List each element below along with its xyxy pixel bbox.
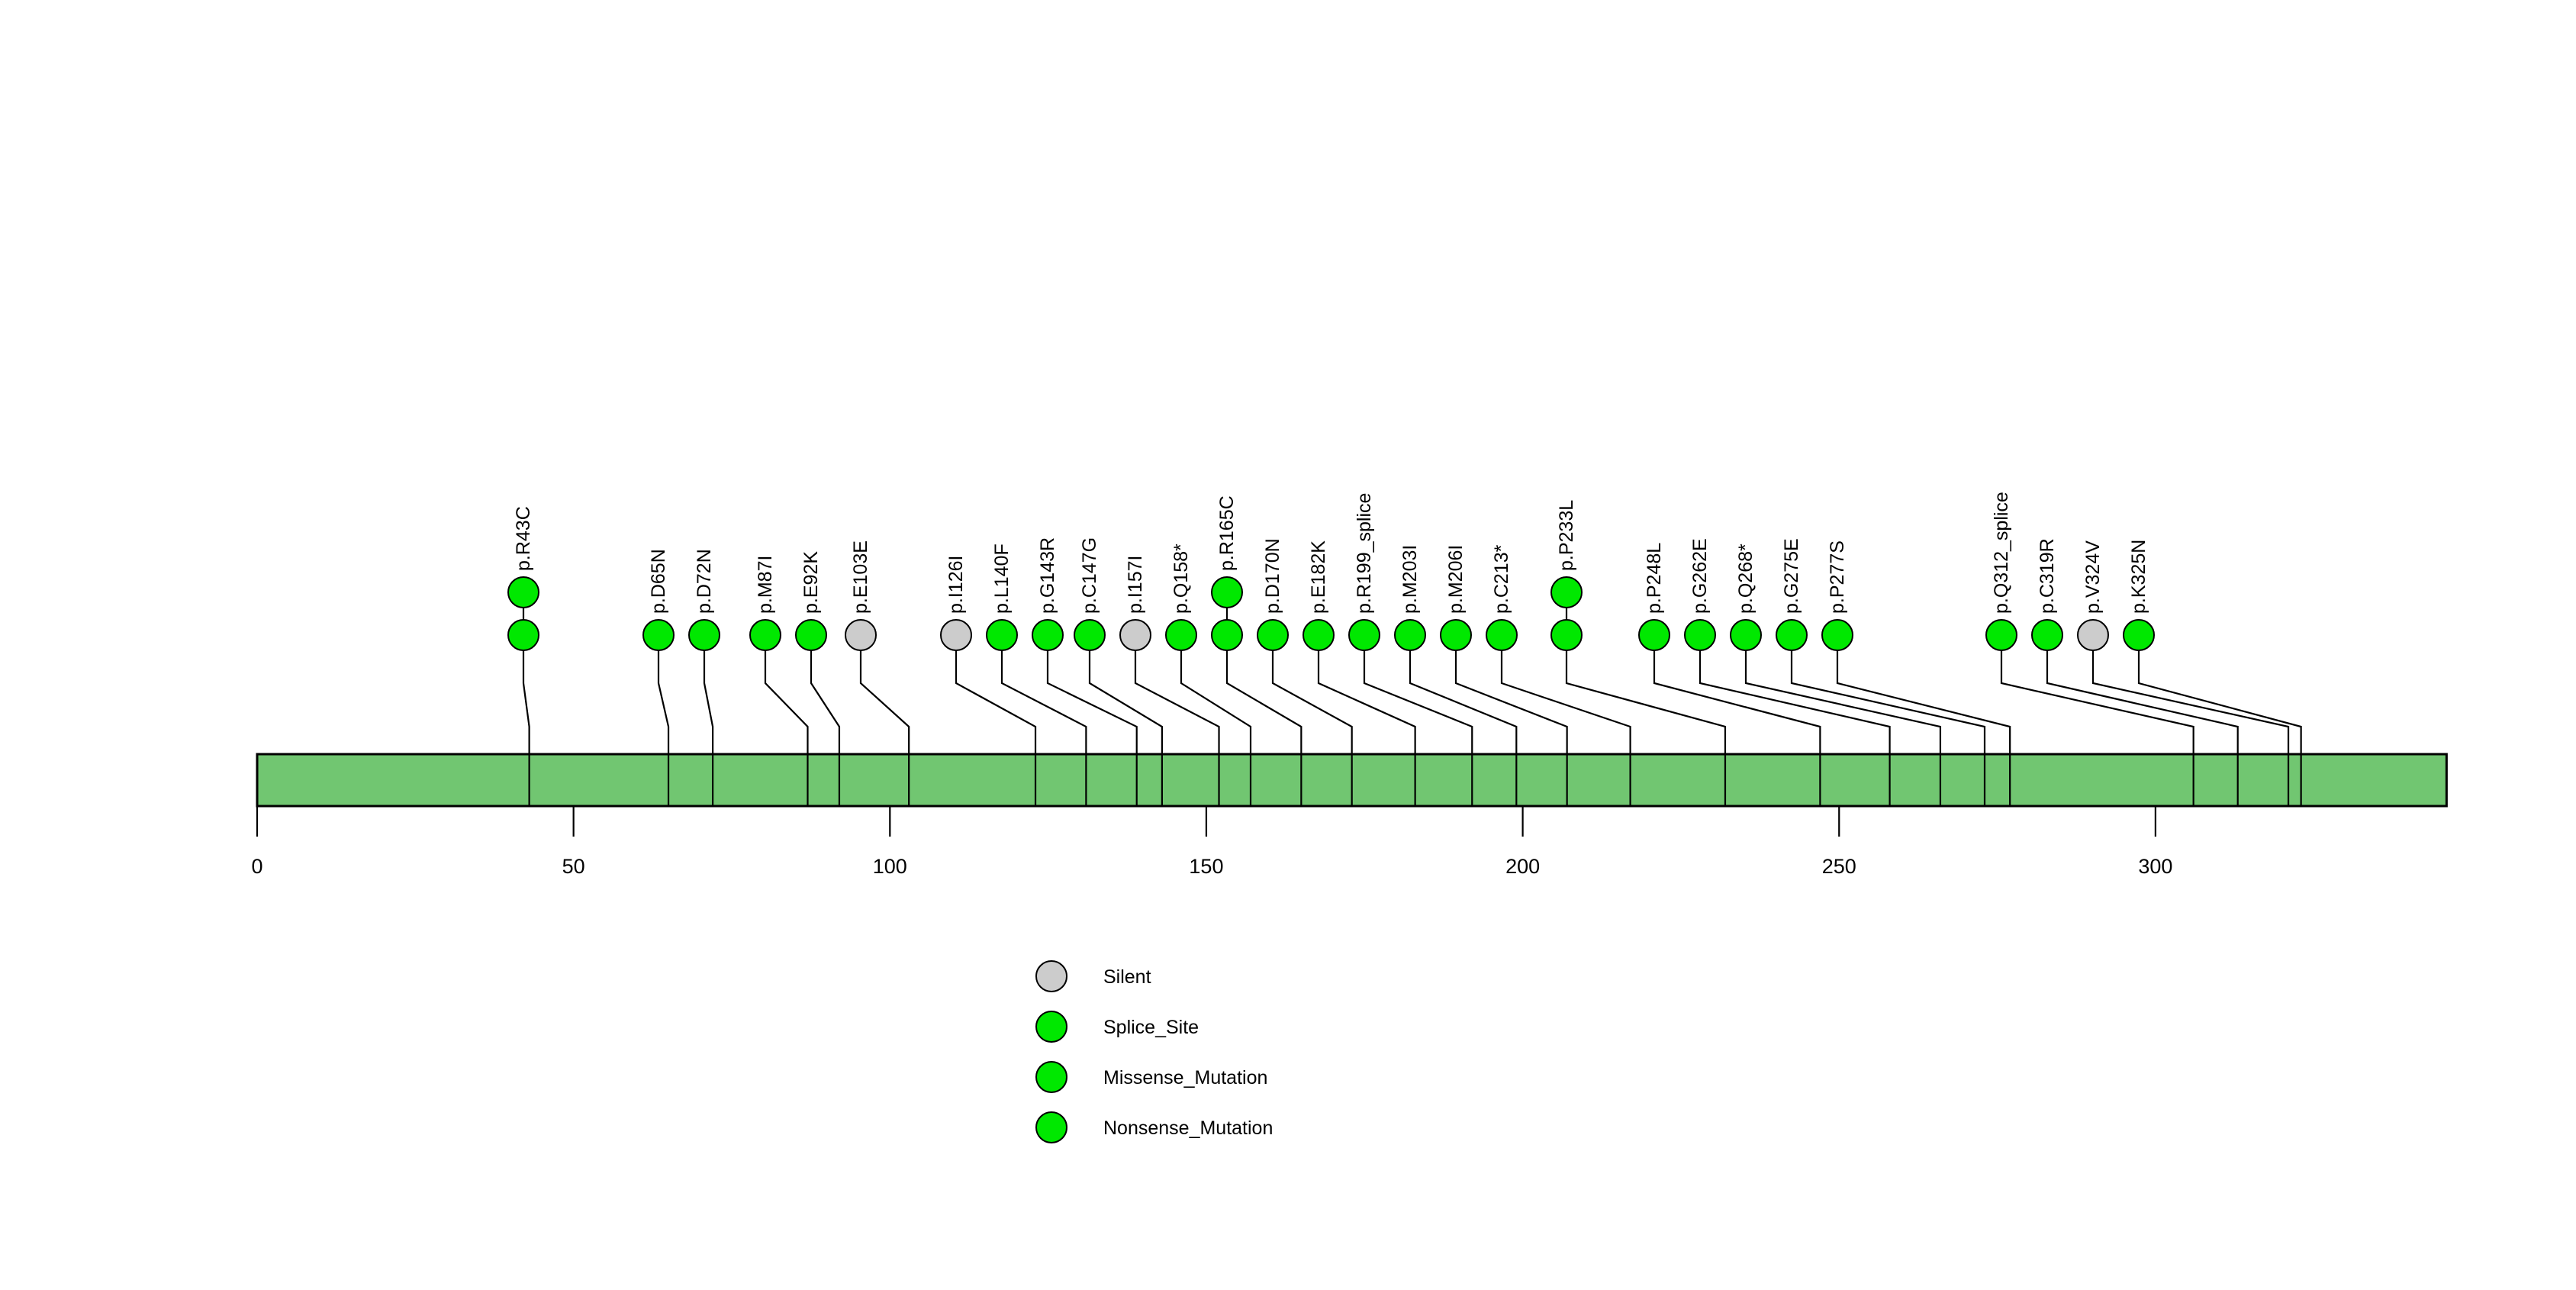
lollipop-marker[interactable] bbox=[1638, 619, 1670, 651]
mutation-label: p.C213* bbox=[1491, 544, 1512, 614]
lollipop-marker[interactable] bbox=[1348, 619, 1380, 651]
mutation-label: p.R43C bbox=[513, 506, 534, 571]
mutation-label: p.E92K bbox=[800, 551, 822, 614]
lollipop-marker[interactable] bbox=[507, 619, 539, 651]
mutation-label: p.P233L bbox=[1556, 500, 1577, 571]
mutation-label: p.G143R bbox=[1037, 537, 1058, 614]
mutation-label: p.M203I bbox=[1399, 545, 1421, 614]
lollipop-marker[interactable] bbox=[1211, 576, 1243, 608]
legend-label: Splice_Site bbox=[1103, 1017, 1199, 1038]
legend-swatch bbox=[1035, 960, 1067, 992]
mutation-label: p.E182K bbox=[1308, 540, 1329, 614]
lollipop-marker[interactable] bbox=[1821, 619, 1853, 651]
mutation-label: p.I157I bbox=[1125, 556, 1146, 614]
lollipop-marker[interactable] bbox=[845, 619, 877, 651]
lollipop-marker[interactable] bbox=[1119, 619, 1151, 651]
lollipop-marker[interactable] bbox=[688, 619, 720, 651]
axis-tick-label: 300 bbox=[2138, 855, 2172, 878]
mutation-label: p.E103E bbox=[850, 540, 871, 614]
mutation-label: p.Q158* bbox=[1170, 543, 1192, 614]
axis-tick-label: 0 bbox=[251, 855, 262, 878]
lollipop-markers-layer bbox=[507, 576, 2155, 651]
lollipop-marker[interactable] bbox=[507, 576, 539, 608]
lollipop-marker[interactable] bbox=[1032, 619, 1064, 651]
mutation-label: p.R199_splice bbox=[1354, 493, 1375, 614]
lollipop-marker[interactable] bbox=[1550, 619, 1583, 651]
mutation-label: p.C319R bbox=[2037, 538, 2058, 614]
mutation-label: p.R165C bbox=[1216, 495, 1238, 571]
lollipop-marker[interactable] bbox=[1684, 619, 1716, 651]
mutation-label: p.V324V bbox=[2082, 540, 2104, 614]
lollipop-marker[interactable] bbox=[986, 619, 1018, 651]
axis-tick-label: 200 bbox=[1505, 855, 1540, 878]
axis-tick-label: 250 bbox=[1822, 855, 1856, 878]
lollipop-marker[interactable] bbox=[1302, 619, 1335, 651]
lollipop-marker[interactable] bbox=[1985, 619, 2017, 651]
legend-label: Missense_Mutation bbox=[1103, 1067, 1267, 1088]
mutation-label: p.P248L bbox=[1644, 543, 1665, 614]
x-axis-layer: 0 50 100 150 200 250 300 bbox=[251, 806, 2172, 878]
lollipop-marker[interactable] bbox=[1257, 619, 1289, 651]
mutation-label: p.Q312_splice bbox=[1991, 492, 2012, 614]
lollipop-marker[interactable] bbox=[1165, 619, 1197, 651]
legend-swatch bbox=[1035, 1011, 1067, 1043]
mutation-label: p.M206I bbox=[1445, 545, 1467, 614]
mutation-label: p.D72N bbox=[694, 549, 715, 614]
mutation-label: p.P277S bbox=[1827, 540, 1848, 614]
mutation-label: p.L140F bbox=[991, 543, 1013, 614]
mutation-label: p.G262E bbox=[1689, 538, 1711, 614]
mutation-label: p.C147G bbox=[1079, 537, 1100, 614]
mutation-label: p.M87I bbox=[755, 556, 776, 614]
axis-tick-label: 100 bbox=[873, 855, 907, 878]
lollipop-marker[interactable] bbox=[1550, 576, 1583, 608]
lollipop-marker[interactable] bbox=[940, 619, 972, 651]
mutation-label: p.D170N bbox=[1262, 538, 1283, 614]
lollipop-marker[interactable] bbox=[642, 619, 675, 651]
legend-layer: Silent Splice_Site Missense_Mutation Nonsen… bbox=[1035, 960, 1273, 1143]
mutation-label: p.I126I bbox=[945, 556, 967, 614]
lollipop-marker[interactable] bbox=[795, 619, 827, 651]
lollipop-marker[interactable] bbox=[1074, 619, 1106, 651]
mutation-label: p.G275E bbox=[1781, 538, 1802, 614]
mutation-label: p.K325N bbox=[2128, 540, 2149, 614]
protein-domain-bar-layer bbox=[256, 753, 2448, 808]
axis-tick-label: 50 bbox=[562, 855, 585, 878]
lollipop-marker[interactable] bbox=[1486, 619, 1518, 651]
lollipop-marker[interactable] bbox=[1394, 619, 1426, 651]
lollipop-marker[interactable] bbox=[1211, 619, 1243, 651]
axis-tick-label: 150 bbox=[1189, 855, 1223, 878]
mutation-labels-layer: p.R43C p.D65N p.D72N p.M87I p.E92K p.E103E p.I… bbox=[513, 492, 2149, 614]
lollipop-marker[interactable] bbox=[1730, 619, 1762, 651]
legend-label: Nonsense_Mutation bbox=[1103, 1117, 1273, 1139]
mutation-label: p.Q268* bbox=[1735, 543, 1757, 614]
legend-label: Silent bbox=[1103, 966, 1151, 988]
mutation-label: p.D65N bbox=[648, 549, 669, 614]
lollipop-marker[interactable] bbox=[2123, 619, 2155, 651]
legend-swatch bbox=[1035, 1111, 1067, 1143]
legend-swatch bbox=[1035, 1061, 1067, 1093]
lollipop-marker[interactable] bbox=[1776, 619, 1808, 651]
lollipop-marker[interactable] bbox=[1440, 619, 1472, 651]
lollipop-marker[interactable] bbox=[2077, 619, 2109, 651]
lollipop-marker[interactable] bbox=[2031, 619, 2063, 651]
lollipop-marker[interactable] bbox=[749, 619, 781, 651]
